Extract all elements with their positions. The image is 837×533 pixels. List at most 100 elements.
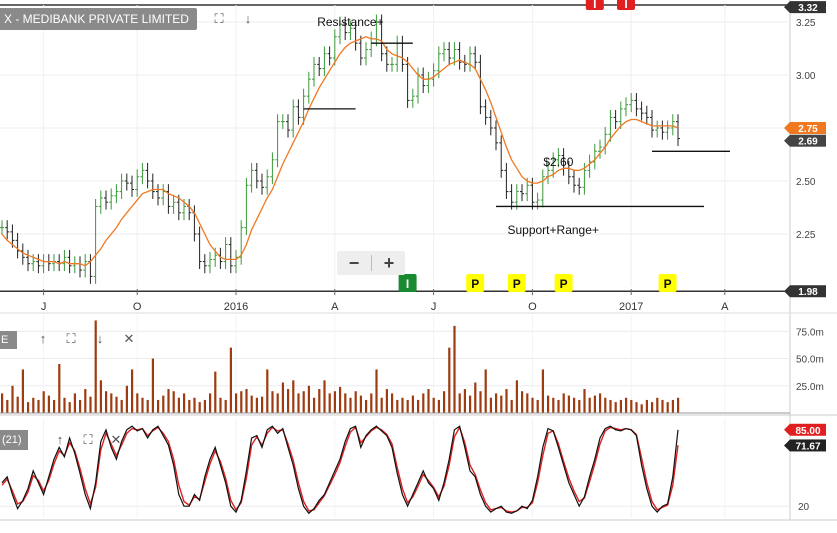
zoom-in-button[interactable]: + [383,253,395,273]
stoch-d-line [1,425,679,513]
volume-bar [68,402,71,413]
volume-bar [671,399,674,413]
volume-bar [453,325,456,413]
volume-bar [495,393,498,413]
volume-tick-label: 25.0m [796,382,824,393]
volume-bar [531,397,534,413]
volume-bar [349,397,352,413]
volume-bar [448,347,451,413]
volume-bar [344,393,347,413]
event-marker [398,274,417,292]
volume-bar [37,399,40,413]
volume-bar [510,399,513,413]
volume-bar [365,399,368,413]
fullscreen-icon[interactable]: ⛶ [83,432,93,447]
volume-bar [422,393,425,413]
volume-bar [484,369,487,413]
price-max-label-text: 3.32 [798,3,818,14]
volume-bar [557,399,560,413]
volume-bar [32,397,35,413]
close-icon[interactable]: ✕ [123,331,135,346]
event-marker-label: P [560,277,568,291]
volume-bar [21,369,24,413]
volume-bar [255,397,258,413]
volume-bar [47,395,50,413]
volume-bar [635,402,638,413]
volume-bar [105,391,108,413]
volume-bar [250,395,253,413]
stochastic-panel-label: (21) [0,430,28,450]
volume-bar [547,395,550,413]
volume-bar [151,358,154,413]
volume-bar [141,397,144,413]
volume-bar [640,404,643,413]
move-up-icon[interactable]: ↑ [39,331,47,346]
volume-bar [552,397,555,413]
volume-bar [333,391,336,413]
volume-bar [458,393,461,413]
chart-annotation: Support+Range+ [507,223,598,237]
close-icon[interactable]: ✕ [110,432,122,447]
stochastic-panel [1,425,679,515]
price-tick-label: 3.25 [796,18,816,29]
volume-bar [588,397,591,413]
volume-bar [578,399,581,413]
volume-bar [63,397,66,413]
volume-bar [94,320,97,413]
x-tick-label: 2016 [224,301,248,313]
volume-bar [661,399,664,413]
price-last-label-pointer [784,134,790,147]
moving-average-line [1,36,679,267]
event-marker-label: P [471,277,479,291]
volume-bar [235,393,238,413]
x-tick-label: O [133,301,142,313]
volume-bar [432,397,435,413]
price-max-label [790,1,826,14]
volume-bar [84,389,87,413]
volume-bar [42,391,45,413]
event-marker-label: I [406,277,409,291]
price-last-label [790,121,826,134]
event-marker [658,274,677,292]
volume-bar [666,402,669,413]
stoch-last-label-text: 71.67 [795,441,820,452]
volume-bar [474,382,477,413]
volume-bar [469,395,472,413]
fullscreen-icon[interactable]: ⛶ [214,11,224,26]
volume-bar [183,393,186,413]
volume-bar [157,399,160,413]
volume-bar [505,389,508,413]
volume-bar [27,402,30,413]
stoch-last-label-pointer [784,439,790,452]
volume-bar [115,396,118,413]
volume-bar [651,402,654,413]
volume-bar [500,395,503,413]
volume-panel [0,320,790,414]
volume-bar [313,397,316,413]
move-up-icon[interactable]: ↑ [56,432,64,447]
fullscreen-icon[interactable]: ⛶ [66,331,76,346]
volume-bar [307,385,310,413]
volume-bar [593,395,596,413]
volume-bar [385,389,388,413]
price-min-label [790,285,826,298]
volume-bar [219,397,222,413]
zoom-out-button[interactable]: − [348,253,360,273]
price-tick-label: 2.50 [796,177,816,188]
volume-bar [224,399,227,413]
volume-bar [6,399,9,413]
volume-bar [391,393,394,413]
volume-bar [463,389,466,413]
volume-bar [614,402,617,413]
volume-panel-label: E [0,331,17,349]
x-tick-label: A [721,301,729,313]
volume-bar [417,399,420,413]
chart-annotation: $2.60 [543,155,573,169]
move-down-icon[interactable]: ↓ [244,11,252,26]
volume-bar [297,393,300,413]
x-tick-label: A [331,301,339,313]
stoch-tick-label: 20 [798,502,810,513]
volume-bar [541,369,544,413]
event-marker-label: P [664,277,672,291]
move-down-icon[interactable]: ↓ [96,331,104,346]
